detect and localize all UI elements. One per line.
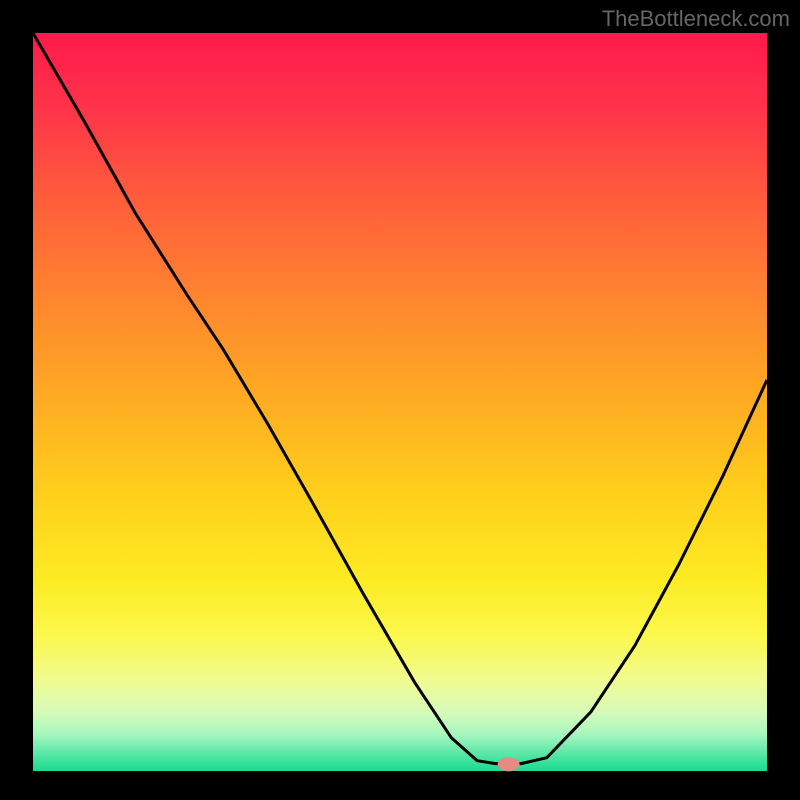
- watermark-label: TheBottleneck.com: [602, 6, 790, 32]
- plot-background: [33, 33, 767, 771]
- optimal-point-marker: [498, 757, 520, 771]
